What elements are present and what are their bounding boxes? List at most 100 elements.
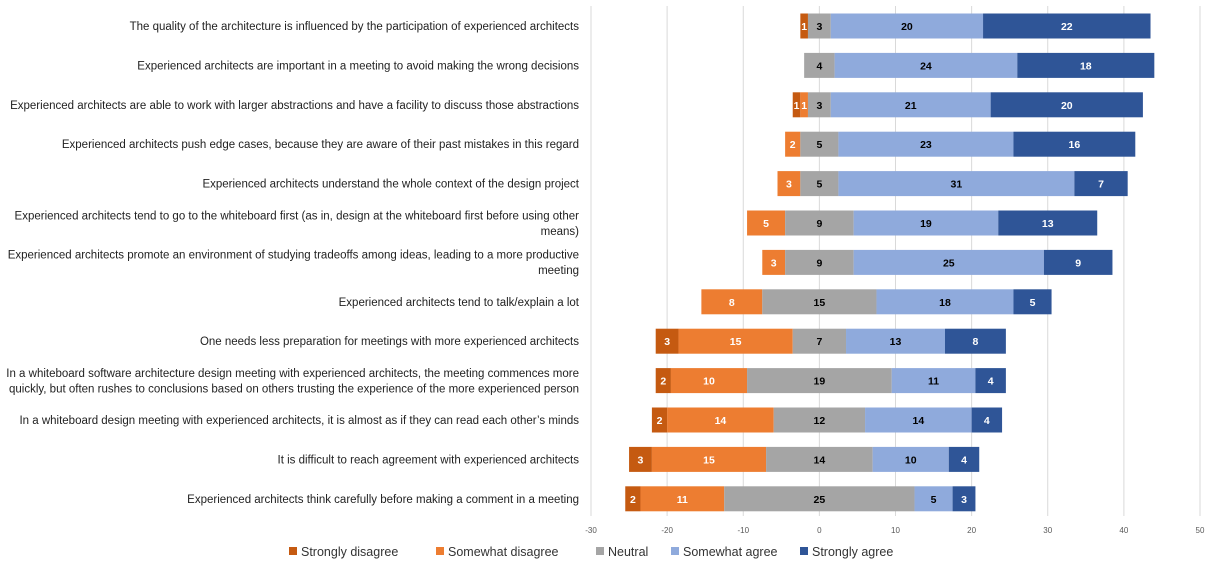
category-label: In a whiteboard software architecture de… [6, 368, 579, 396]
bars: 1 3 20 224 24 181 1 3 21 202 5 23 163 5 31 75 9 19 133 9 25 9… [625, 13, 1155, 512]
bar-segment-strongly-disagree [655, 328, 679, 354]
bar-segment-strongly-disagree [792, 92, 801, 118]
bar-segment-somewhat-disagree [670, 368, 748, 394]
bar-segment-somewhat-agree [914, 486, 953, 512]
x-tick-label: 50 [1196, 526, 1205, 535]
bar-segment-somewhat-disagree [762, 249, 786, 275]
bar-segment-neutral [773, 407, 866, 433]
legend: Strongly disagree Somewhat disagree Neutra… [289, 545, 893, 559]
data-label: 19 [814, 376, 826, 388]
x-tick-label: 10 [891, 526, 900, 535]
bar-segment-somewhat-agree [830, 92, 991, 118]
x-tick-label: 40 [1119, 526, 1128, 535]
data-label: 16 [1069, 139, 1081, 151]
bar-segment-neutral [807, 13, 831, 39]
data-label: 13 [1042, 218, 1054, 230]
data-label: 3 [816, 100, 822, 112]
data-label: 19 [920, 218, 932, 230]
data-label: 5 [1030, 297, 1036, 309]
data-label: 3 [816, 21, 822, 33]
bar-segment-strongly-disagree [625, 486, 641, 512]
category-label: Experienced architects push edge cases, … [62, 139, 579, 151]
bar-segment-strongly-agree [1013, 131, 1136, 157]
data-label: 18 [1080, 60, 1092, 72]
data-label: 3 [771, 257, 777, 269]
bar-segment-somewhat-disagree [667, 407, 774, 433]
bar-segment-strongly-agree [948, 446, 980, 472]
bar-segment-strongly-agree [1017, 52, 1155, 78]
category-label: Experienced architects tend to talk/expl… [339, 297, 580, 309]
legend-entry: Neutral [608, 545, 648, 559]
category-label: Experienced architects are important in … [137, 60, 579, 72]
data-label: 1 [801, 21, 807, 33]
legend-swatch [671, 547, 679, 555]
bar-segment-somewhat-disagree [651, 446, 767, 472]
data-label: 2 [657, 415, 663, 427]
data-label: 2 [660, 376, 666, 388]
data-label: 20 [1061, 100, 1073, 112]
data-label: 1 [794, 100, 800, 112]
bar-segment-neutral [785, 249, 854, 275]
data-label: 21 [905, 100, 917, 112]
data-label: 25 [814, 494, 826, 506]
bar-segment-somewhat-agree [865, 407, 972, 433]
x-tick-label: -10 [737, 526, 749, 535]
data-label: 11 [928, 376, 939, 388]
data-label: 9 [1075, 257, 1081, 269]
data-label: 2 [790, 139, 796, 151]
bar-segment-somewhat-agree [846, 328, 945, 354]
bar-segment-neutral [766, 446, 873, 472]
bar-segment-strongly-agree [975, 368, 1006, 394]
bar-segment-somewhat-agree [838, 171, 1075, 197]
data-label: 7 [816, 336, 822, 348]
category-label: The quality of the architecture is influ… [130, 21, 580, 33]
x-tick-label: 20 [967, 526, 976, 535]
bar-segment-somewhat-agree [876, 289, 1014, 315]
bar-segment-somewhat-agree [872, 446, 949, 472]
data-label: 1 [801, 100, 807, 112]
bar-segment-neutral [807, 92, 831, 118]
category-label: Experienced architects think carefully b… [187, 494, 579, 506]
bar-segment-somewhat-disagree [701, 289, 763, 315]
data-label: 4 [816, 60, 822, 72]
data-label: 2 [630, 494, 636, 506]
bar-segment-somewhat-agree [834, 52, 1018, 78]
data-label: 5 [816, 139, 822, 151]
bar-segment-somewhat-disagree [785, 131, 801, 157]
x-axis-ticks: -30 -20 -10 0 10 20 30 40 50 [585, 526, 1205, 535]
bar-segment-strongly-disagree [629, 446, 652, 472]
bar-segment-strongly-agree [944, 328, 1006, 354]
bar-segment-strongly-disagree [800, 13, 808, 39]
data-label: 15 [703, 454, 715, 466]
bar-segment-somewhat-disagree [640, 486, 725, 512]
bar-segment-strongly-agree [1043, 249, 1113, 275]
category-label: Experienced architects are able to work … [10, 100, 579, 112]
data-label: 14 [715, 415, 727, 427]
data-label: 22 [1061, 21, 1073, 33]
bar-segment-neutral [800, 131, 839, 157]
data-label: 5 [931, 494, 937, 506]
bar-segment-neutral [762, 289, 877, 315]
data-label: 15 [730, 336, 742, 348]
bar-segment-neutral [804, 52, 835, 78]
data-label: 9 [816, 257, 822, 269]
data-label: 23 [920, 139, 932, 151]
category-labels: The quality of the architecture is influ… [6, 21, 580, 506]
data-label: 12 [814, 415, 826, 427]
bar-segment-strongly-agree [1013, 289, 1052, 315]
data-label: 14 [814, 454, 826, 466]
data-label: 3 [638, 454, 644, 466]
data-label: 31 [951, 179, 963, 191]
bar-segment-somewhat-disagree [678, 328, 793, 354]
data-label: 24 [920, 60, 932, 72]
bar-segment-neutral [785, 210, 854, 236]
x-tick-label: 0 [817, 526, 822, 535]
data-label: 4 [984, 415, 990, 427]
bar-segment-strongly-agree [1074, 171, 1128, 197]
bar-segment-somewhat-disagree [777, 171, 801, 197]
data-label: 15 [814, 297, 826, 309]
bar-segment-somewhat-agree [830, 13, 984, 39]
data-label: 3 [664, 336, 670, 348]
data-label: 8 [729, 297, 735, 309]
